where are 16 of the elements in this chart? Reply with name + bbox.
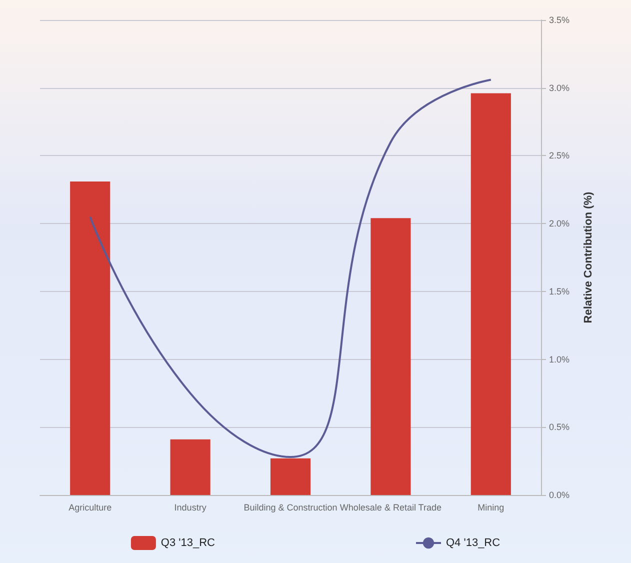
y-tick-label: 0.5% (549, 422, 570, 432)
legend-label: Q4 '13_RC (446, 537, 500, 549)
x-tick-label: Mining (478, 502, 504, 512)
y-tick-label: 3.0% (549, 82, 570, 93)
x-tick-label: Wholesale & Retail Trade (340, 502, 442, 512)
legend-label: Q3 '13_RC (160, 537, 216, 549)
y-tick-label: 0.0% (549, 490, 570, 500)
x-tick-label: Industry (174, 502, 207, 512)
y-tick-label: 1.0% (549, 354, 570, 364)
x-tick-label: Building & Construction (244, 502, 338, 512)
y-tick-label: 1.5% (549, 286, 570, 296)
y-tick-label: 2.0% (549, 218, 570, 229)
y-tick-label: 2.5% (549, 150, 570, 161)
y-tick-label: 3.5% (549, 15, 570, 25)
x-tick-label: Agriculture (68, 502, 112, 512)
y-axis-title: Relative Contribution (%) (582, 191, 594, 324)
